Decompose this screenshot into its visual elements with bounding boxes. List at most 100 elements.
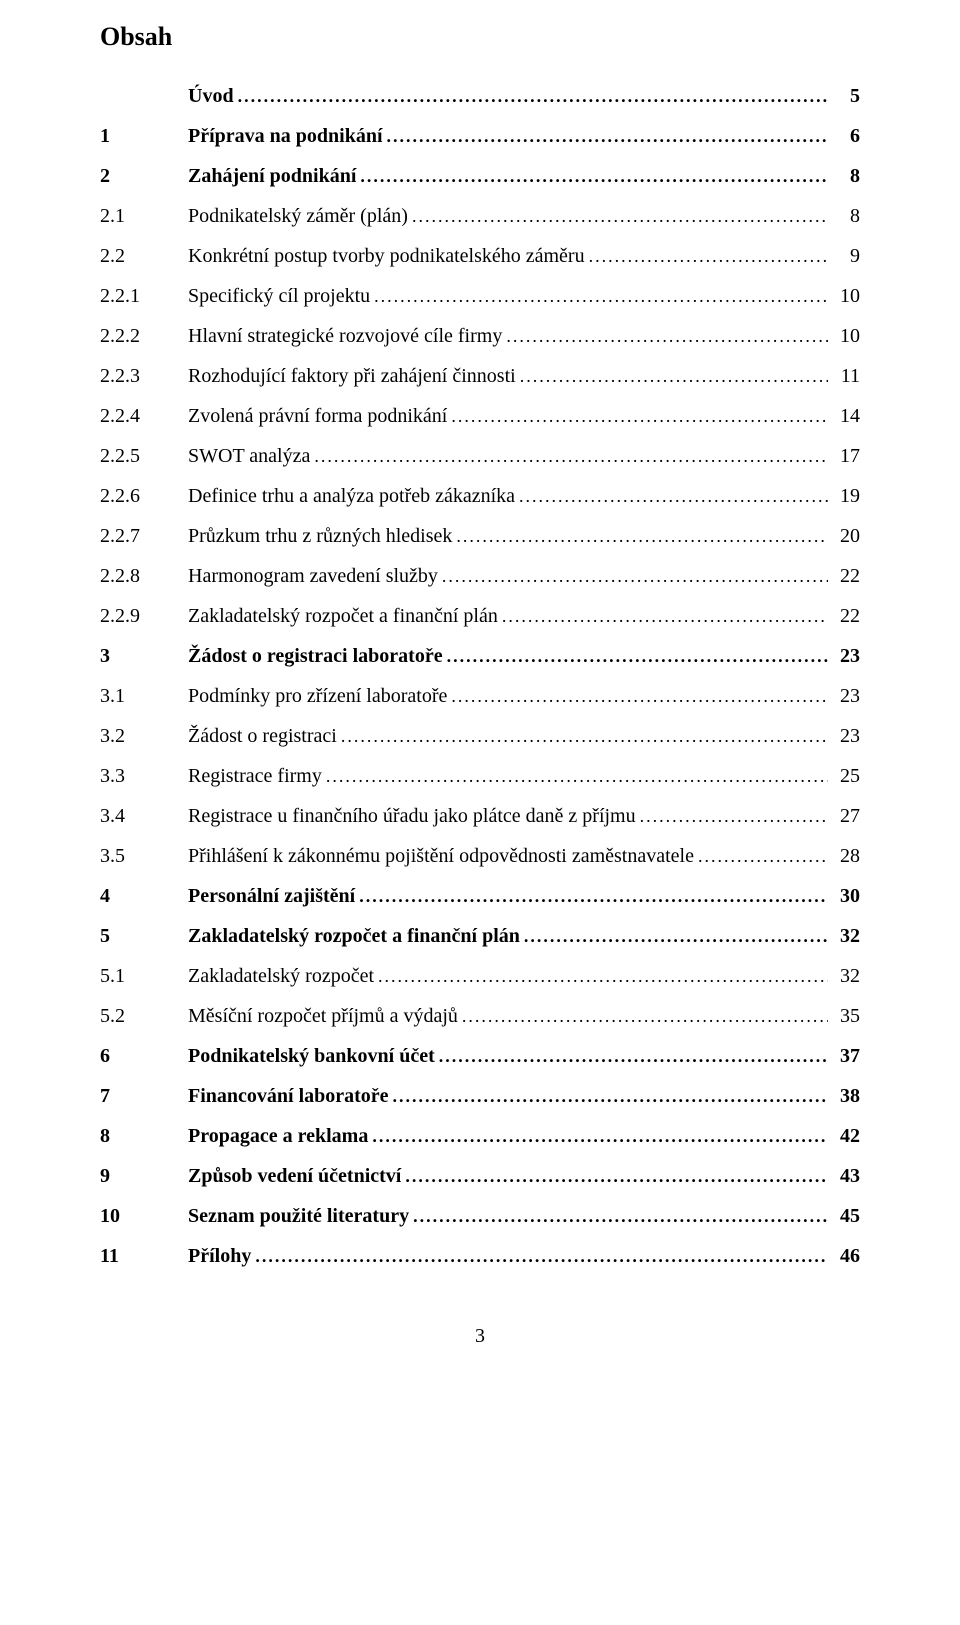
toc-entry-number: 2.2.9 [100,606,188,626]
toc-entry-page: 9 [832,246,860,266]
toc-row: 2.1Podnikatelský záměr (plán)8 [100,206,860,226]
toc-entry-page: 8 [832,166,860,186]
toc-entry-label: Podnikatelský záměr (plán) [188,206,408,226]
toc-entry-number: 3.4 [100,806,188,826]
toc-entry-number: 2.2.5 [100,446,188,466]
toc-entry-page: 23 [832,646,860,666]
toc-entry-number: 3.1 [100,686,188,706]
toc-entry-number: 2.2.1 [100,286,188,306]
toc-entry-label: Harmonogram zavedení služby [188,566,438,586]
toc-entry-label: Zvolená právní forma podnikání [188,406,447,426]
toc-entry-number: 10 [100,1206,188,1226]
toc-entry-label: Podnikatelský bankovní účet [188,1046,435,1066]
toc-entry-number: 5.1 [100,966,188,986]
toc-row: 3.2Žádost o registraci23 [100,726,860,746]
toc-entry-page: 30 [832,886,860,906]
toc-entry-page: 25 [832,766,860,786]
toc-leader-dots [502,606,828,626]
toc-entry-page: 32 [832,966,860,986]
toc-row: 2.2.8Harmonogram zavedení služby22 [100,566,860,586]
page-number: 3 [100,1326,860,1346]
toc-entry-number: 3.5 [100,846,188,866]
toc-leader-dots [372,1126,828,1146]
toc-entry-label: Příprava na podnikání [188,126,383,146]
toc-entry-page: 27 [832,806,860,826]
toc-entry-label: Seznam použité literatury [188,1206,409,1226]
toc-leader-dots [359,886,828,906]
toc-row: 3.4Registrace u finančního úřadu jako pl… [100,806,860,826]
toc-leader-dots [360,166,828,186]
toc-entry-number: 7 [100,1086,188,1106]
toc-entry-number: 11 [100,1246,188,1266]
toc-entry-label: Specifický cíl projektu [188,286,370,306]
toc-entry-page: 46 [832,1246,860,1266]
toc-leader-dots [506,326,828,346]
toc-entry-page: 8 [832,206,860,226]
toc-row: 11Přílohy 46 [100,1246,860,1266]
toc-row: 4Personální zajištění 30 [100,886,860,906]
toc-entry-number: 3 [100,646,188,666]
toc-entry-number: 5.2 [100,1006,188,1026]
toc-row: 2.2.2Hlavní strategické rozvojové cíle f… [100,326,860,346]
toc-row: 5.2Měsíční rozpočet příjmů a výdajů 35 [100,1006,860,1026]
toc-entry-page: 32 [832,926,860,946]
toc-leader-dots [413,1206,828,1226]
toc-row: 3.3Registrace firmy25 [100,766,860,786]
toc-entry-page: 35 [832,1006,860,1026]
toc-entry-number: 2.2.6 [100,486,188,506]
toc-leader-dots [378,966,828,986]
toc-leader-dots [589,246,828,266]
toc-leader-dots [374,286,828,306]
toc-leader-dots [405,1166,828,1186]
toc-leader-dots [524,926,828,946]
toc-entry-page: 28 [832,846,860,866]
toc-leader-dots [341,726,828,746]
toc-entry-page: 10 [832,326,860,346]
toc-entry-label: Zakladatelský rozpočet [188,966,374,986]
toc-row: 2.2.1Specifický cíl projektu 10 [100,286,860,306]
toc-row: 7Financování laboratoře38 [100,1086,860,1106]
toc-entry-label: Financování laboratoře [188,1086,389,1106]
toc-list: Úvod51Příprava na podnikání62Zahájení po… [100,86,860,1266]
toc-row: 3Žádost o registraci laboratoře 23 [100,646,860,666]
toc-leader-dots [451,406,828,426]
toc-entry-number: 4 [100,886,188,906]
toc-row: Úvod5 [100,86,860,106]
toc-entry-label: Definice trhu a analýza potřeb zákazníka [188,486,515,506]
toc-entry-number: 8 [100,1126,188,1146]
toc-leader-dots [326,766,828,786]
toc-leader-dots [314,446,828,466]
toc-leader-dots [255,1246,828,1266]
toc-entry-page: 45 [832,1206,860,1226]
toc-entry-label: Personální zajištění [188,886,355,906]
toc-leader-dots [447,646,828,666]
toc-entry-label: Žádost o registraci laboratoře [188,646,443,666]
toc-row: 5.1Zakladatelský rozpočet 32 [100,966,860,986]
toc-leader-dots [393,1086,828,1106]
toc-row: 6Podnikatelský bankovní účet37 [100,1046,860,1066]
toc-leader-dots [520,366,828,386]
toc-leader-dots [519,486,828,506]
toc-entry-label: Přihlášení k zákonnému pojištění odpověd… [188,846,694,866]
toc-entry-label: Úvod [188,86,234,106]
toc-leader-dots [640,806,828,826]
toc-leader-dots [698,846,828,866]
toc-row: 3.1Podmínky pro zřízení laboratoře23 [100,686,860,706]
toc-entry-page: 10 [832,286,860,306]
toc-entry-label: Přílohy [188,1246,251,1266]
toc-entry-label: SWOT analýza [188,446,310,466]
toc-entry-page: 14 [832,406,860,426]
toc-entry-label: Podmínky pro zřízení laboratoře [188,686,447,706]
toc-entry-label: Rozhodující faktory při zahájení činnost… [188,366,516,386]
toc-entry-label: Měsíční rozpočet příjmů a výdajů [188,1006,458,1026]
toc-entry-label: Zakladatelský rozpočet a finanční plán [188,606,498,626]
toc-row: 3.5Přihlášení k zákonnému pojištění odpo… [100,846,860,866]
toc-entry-number: 5 [100,926,188,946]
toc-entry-label: Způsob vedení účetnictví [188,1166,401,1186]
toc-row: 1Příprava na podnikání6 [100,126,860,146]
toc-leader-dots [238,86,828,106]
toc-entry-label: Propagace a reklama [188,1126,368,1146]
toc-row: 10Seznam použité literatury 45 [100,1206,860,1226]
toc-row: 2.2Konkrétní postup tvorby podnikatelské… [100,246,860,266]
toc-entry-label: Zakladatelský rozpočet a finanční plán [188,926,520,946]
